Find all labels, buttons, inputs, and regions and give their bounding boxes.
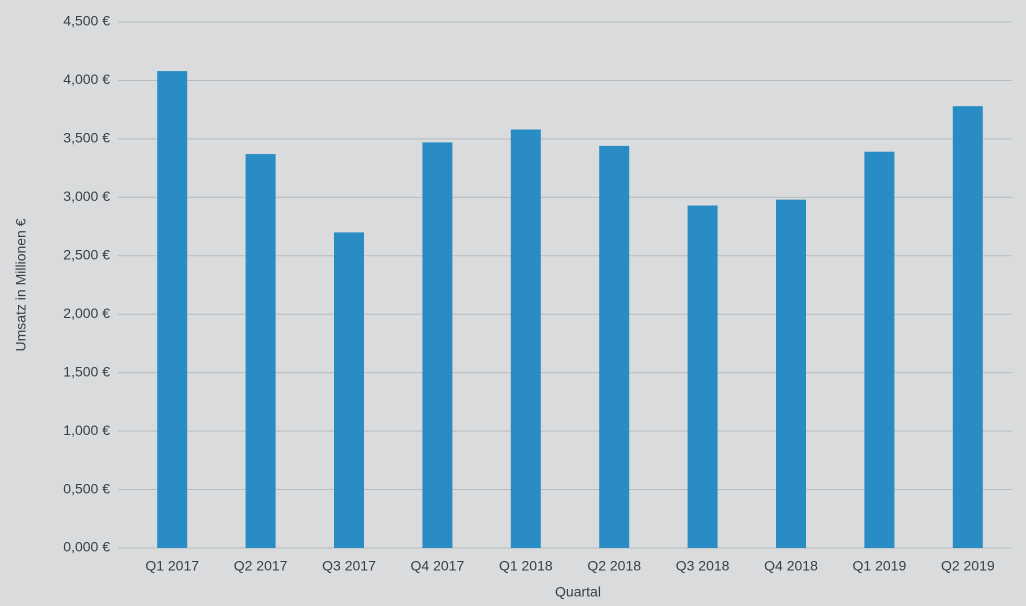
x-tick-label: Q1 2018 [499,558,553,574]
x-tick-label: Q4 2017 [411,558,465,574]
y-tick-label: 1,500 € [63,363,110,379]
x-tick-label: Q4 2018 [764,558,818,574]
bar [952,106,983,548]
bar [776,199,806,548]
x-tick-label: Q2 2017 [234,558,288,574]
x-axis-title: Quartal [555,584,601,600]
x-tick-label: Q3 2018 [676,558,730,574]
x-tick-label: Q2 2018 [587,558,641,574]
bar [422,142,453,548]
y-tick-label: 2,000 € [63,305,110,321]
y-tick-label: 4,500 € [63,13,110,29]
bar [687,205,718,548]
x-tick-label: Q1 2019 [853,558,907,574]
bar [157,71,188,549]
y-tick-label: 0,000 € [63,539,110,555]
y-tick-label: 0,500 € [63,480,110,496]
y-tick-label: 3,000 € [63,188,110,204]
y-tick-label: 2,500 € [63,246,110,262]
x-tick-label: Q3 2017 [322,558,376,574]
bar [510,129,541,548]
y-axis-title: Umsatz in Millionen € [13,218,29,351]
bar [599,145,630,548]
x-tick-label: Q2 2019 [941,558,995,574]
bar [334,232,364,548]
y-tick-label: 1,000 € [63,422,110,438]
y-tick-label: 4,000 € [63,71,110,87]
y-tick-label: 3,500 € [63,130,110,146]
bar [245,154,276,548]
bar [864,151,895,548]
x-tick-label: Q1 2017 [145,558,199,574]
